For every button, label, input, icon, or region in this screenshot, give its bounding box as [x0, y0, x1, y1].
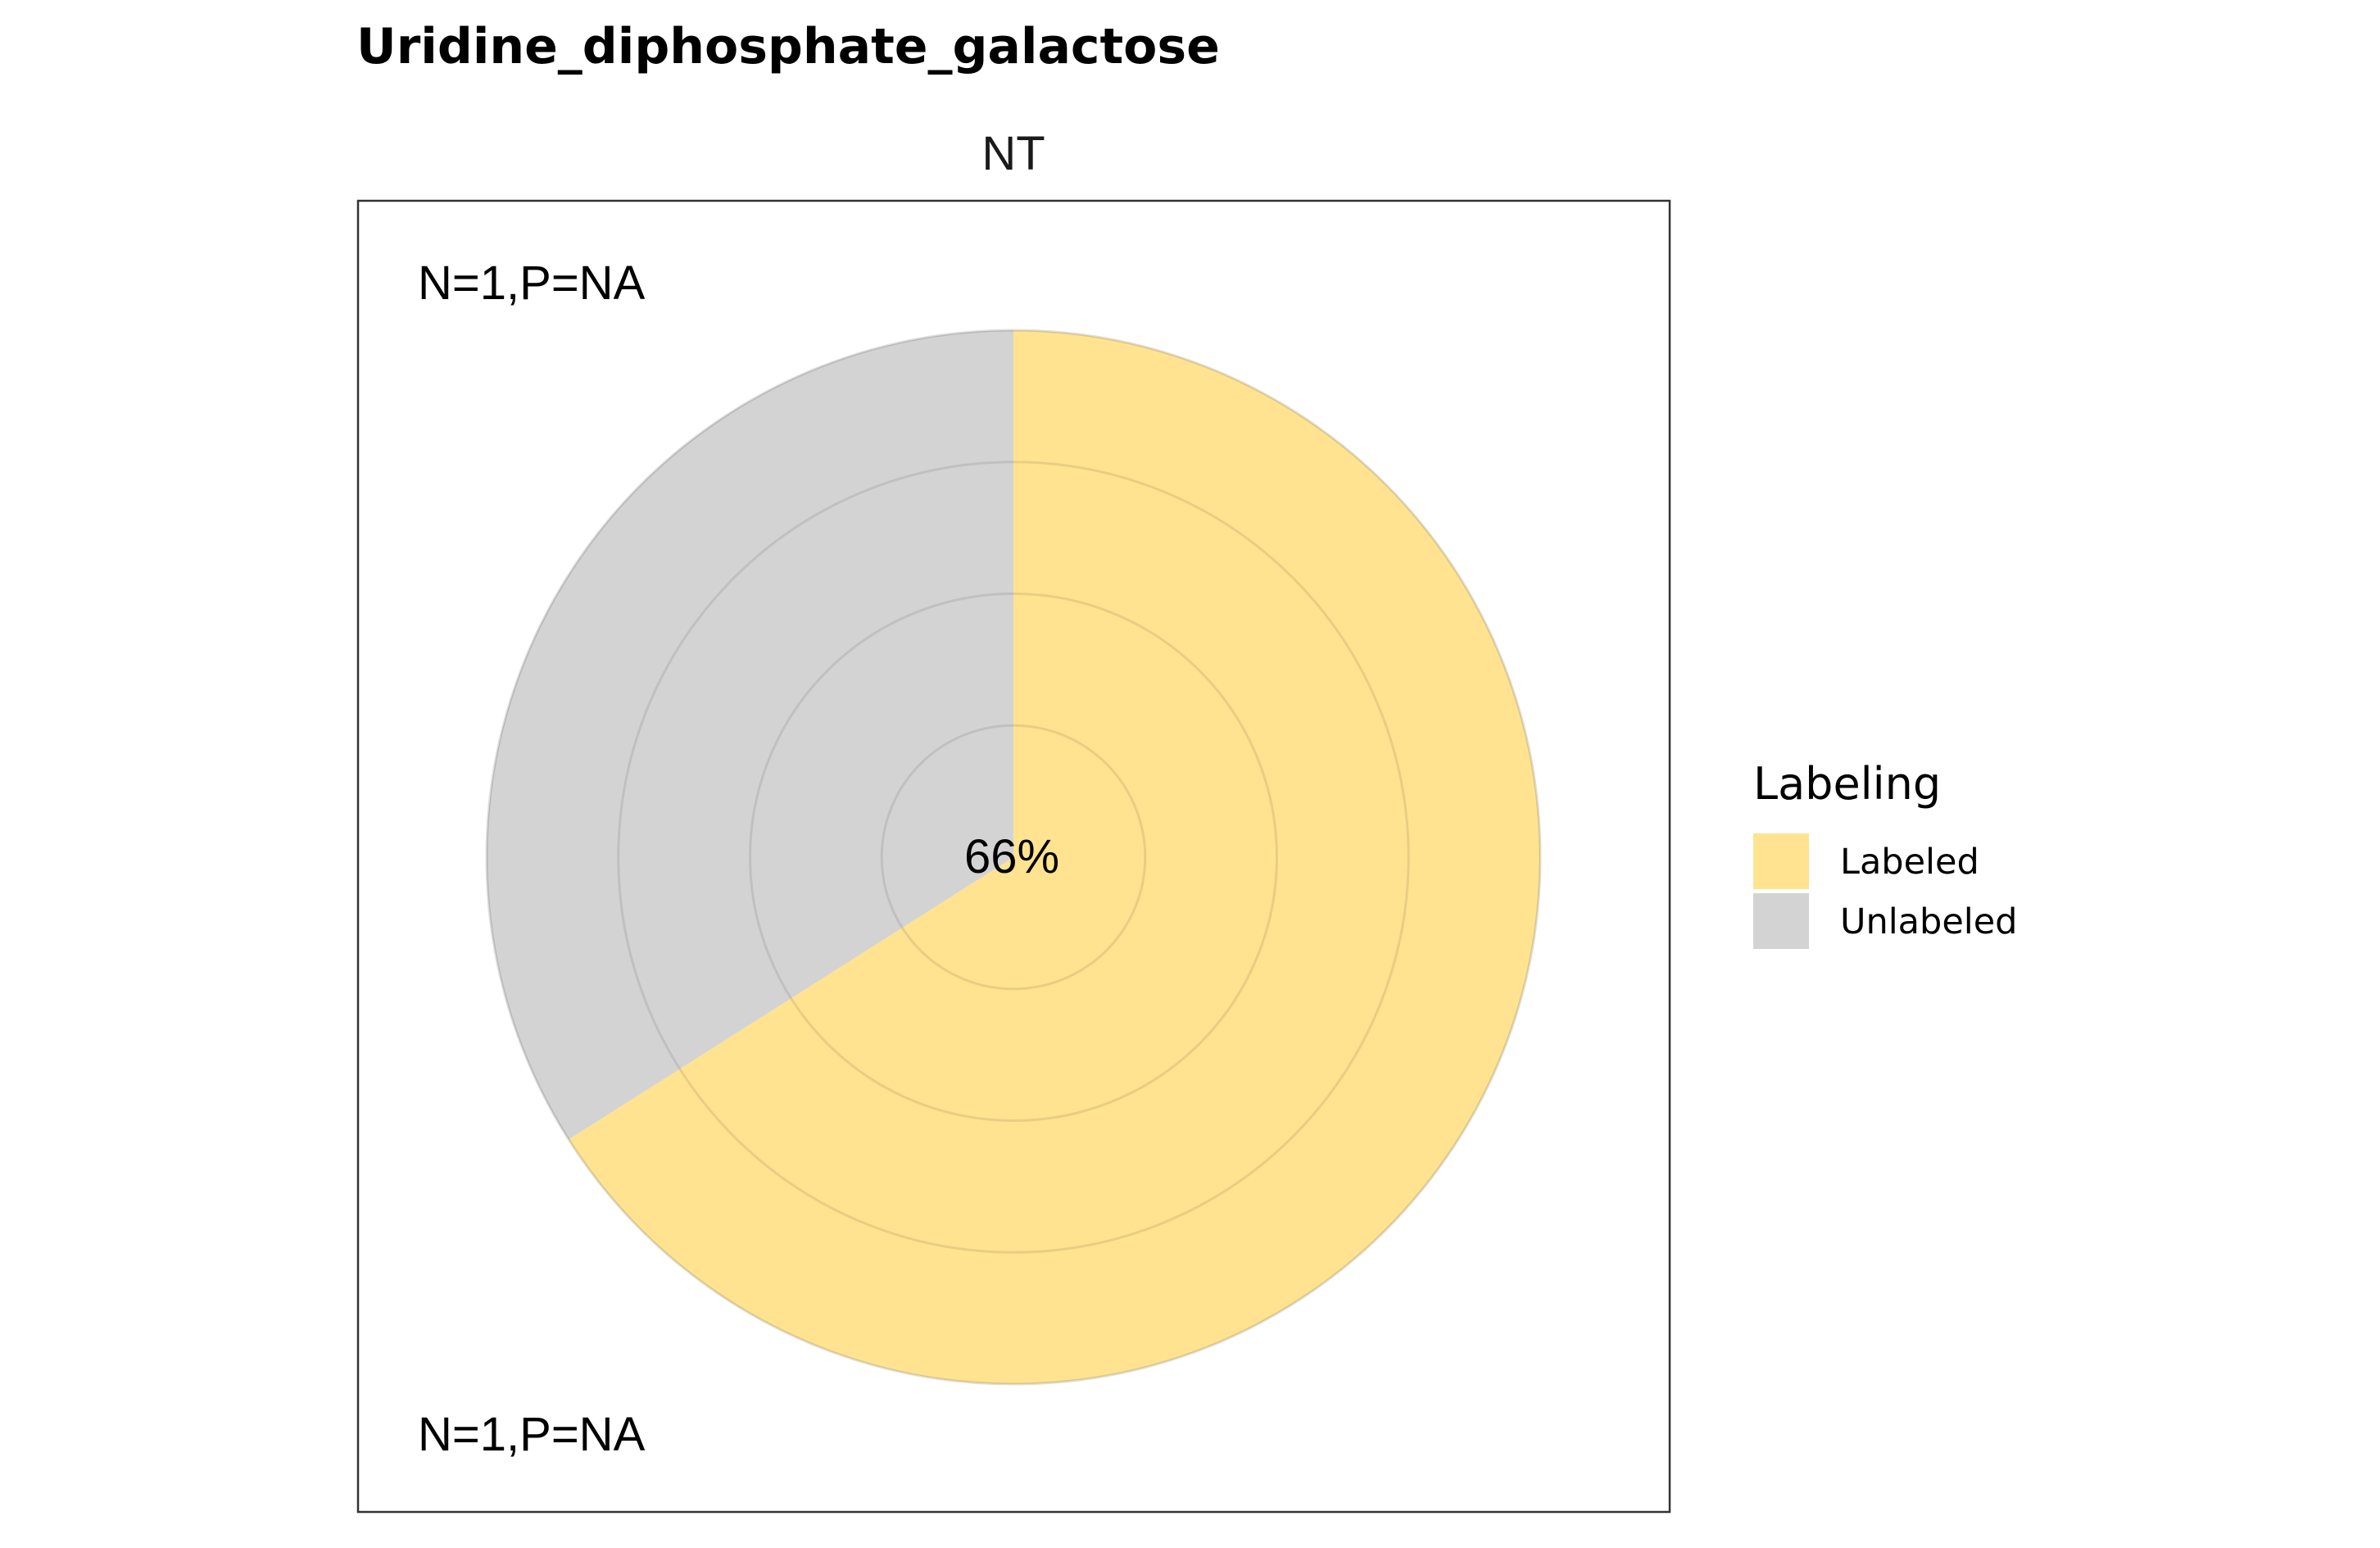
legend: Labeling Labeled Unlabeled: [1753, 758, 2017, 949]
pie-outline: [485, 329, 1542, 1386]
legend-label-unlabeled: Unlabeled: [1840, 901, 2017, 942]
center-percentage-label: 66%: [964, 830, 1059, 883]
legend-key-unlabeled: [1753, 893, 1809, 949]
legend-key-labeled: [1753, 833, 1809, 889]
radial-grid: [485, 329, 1542, 1386]
chart-title: Uridine_diphosphate_galactose: [356, 18, 1220, 75]
grid-ring: [749, 592, 1278, 1122]
pie-slice-labeled: [569, 330, 1540, 1385]
pie-slice-unlabeled: [487, 330, 1013, 1140]
facet-label: NT: [981, 127, 1045, 180]
pie-slices: [487, 330, 1540, 1385]
grid-ring: [617, 461, 1410, 1254]
grid-ring: [880, 724, 1147, 991]
legend-label-labeled: Labeled: [1840, 842, 1979, 883]
legend-title: Labeling: [1753, 758, 1941, 810]
annotation-bottom: N=1,P=NA: [418, 1408, 646, 1461]
annotation-top: N=1,P=NA: [418, 256, 646, 310]
